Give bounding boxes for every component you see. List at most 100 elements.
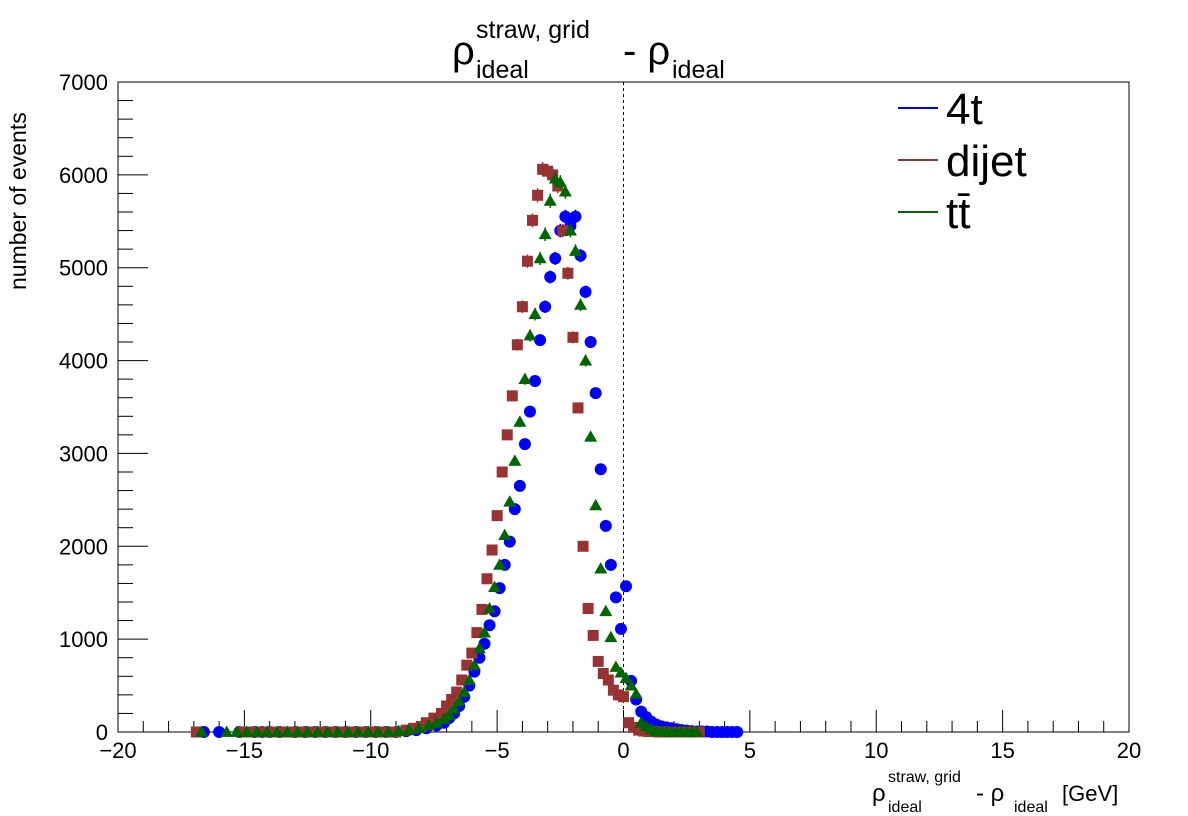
data-point [533,251,547,264]
svg-text:ideal: ideal [1014,799,1048,816]
data-point [311,725,325,737]
data-point [481,573,493,585]
data-point [486,544,498,556]
data-point [491,510,503,522]
x-tick-label: 10 [864,738,888,763]
data-point [446,694,458,705]
data-point [436,707,448,719]
data-point [493,558,507,570]
data-point [408,722,420,734]
data-point [250,725,264,737]
data-point [461,659,473,671]
svg-text:[GeV]: [GeV] [1062,781,1118,806]
svg-text:straw, grid: straw, grid [888,769,961,786]
legend-label: 4t [946,85,983,134]
data-point [547,169,559,181]
data-point [529,375,542,387]
svg-text:straw, grid: straw, grid [476,16,590,44]
data-point [597,668,609,679]
data-point [589,498,603,511]
data-point [451,686,463,698]
data-point [452,694,466,707]
data-point [572,402,584,414]
data-point [558,185,572,197]
data-point [503,495,517,507]
data-point [256,726,268,738]
svg-text:- ρ: - ρ [623,29,670,73]
data-point [361,725,375,737]
y-tick-label: 3000 [59,441,108,466]
data-point [441,700,453,712]
y-tick-label: 2000 [59,534,108,559]
data-point [472,641,486,654]
data-point [220,725,234,737]
data-point [331,725,345,737]
y-axis-label: number of events [5,112,31,290]
xlabel-mid: - ρ [976,780,1004,807]
data-point [506,390,518,402]
data-point [549,252,562,265]
data-point [194,725,208,737]
data-point [567,331,579,343]
svg-text:- ρ: - ρ [976,780,1004,807]
data-point [321,725,335,737]
data-point [577,540,589,552]
data-point [270,725,284,737]
data-point [620,580,633,593]
data-point [420,717,432,729]
data-point [466,647,478,659]
data-point [483,619,496,632]
data-point [544,271,557,283]
title-mid: - ρ [623,29,670,73]
data-point [501,429,513,441]
data-point [488,580,502,593]
series-2 [194,171,704,737]
data-point [731,726,744,738]
y-tick-label: 1000 [59,627,108,652]
data-point [511,339,523,351]
title-sub: ideal [476,56,529,84]
x-axis-label: ρ straw, grid ideal - ρ ideal [GeV] [872,769,1118,816]
data-point [589,387,602,400]
data-point [543,194,557,206]
data-point [381,725,395,737]
data-point [562,267,574,279]
data-point [599,519,612,532]
x-tick-label: −20 [99,738,136,763]
legend-label: tt̄ [946,189,970,238]
series-0 [197,209,744,738]
x-tick-label: 15 [990,738,1014,763]
data-point [508,454,522,466]
data-point [498,528,512,541]
svg-text:ideal: ideal [888,799,922,816]
series-layer [190,162,744,738]
data-point [230,725,244,737]
data-point [574,298,588,310]
data-point [477,626,491,638]
data-point [527,214,539,226]
data-point [539,300,552,313]
data-point [599,604,613,617]
data-point [371,725,385,737]
xlabel-main: ρ [872,780,886,807]
data-point [609,591,622,604]
y-axis: 0 1000 2000 3000 4000 5000 6000 7000 [59,70,148,745]
data-point [513,415,527,427]
x-tick-label: 20 [1117,738,1141,763]
data-point [532,189,544,201]
data-point [538,227,552,240]
data-point [412,721,426,734]
data-point [690,725,704,737]
data-point [447,702,461,714]
data-point [260,725,274,737]
x-tick-label: 0 [617,738,629,763]
xlabel-sub2: ideal [1014,799,1048,816]
data-point [587,629,599,641]
data-point [563,224,577,236]
data-point [629,687,643,699]
data-point [584,336,597,348]
data-point [604,630,618,643]
data-point [240,725,254,737]
